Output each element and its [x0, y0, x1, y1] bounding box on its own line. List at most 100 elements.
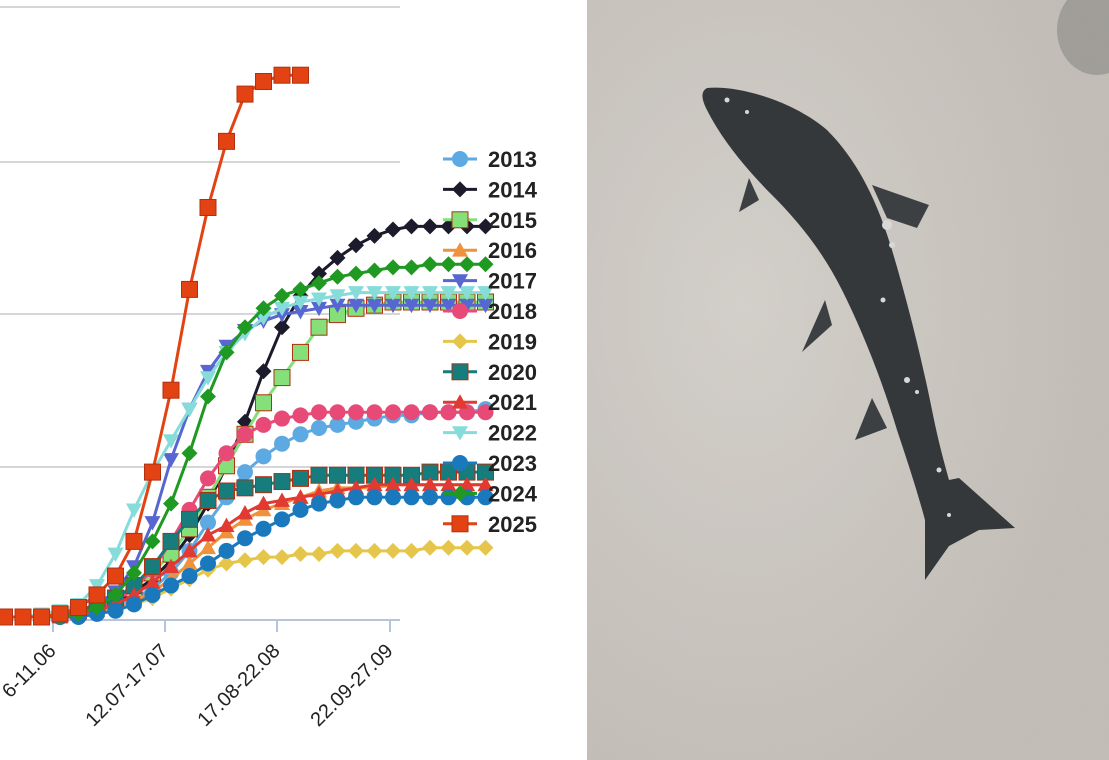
data-point [348, 298, 364, 314]
data-point [366, 489, 383, 506]
pelvic-fin [802, 300, 832, 352]
anal-fin [855, 398, 887, 440]
data-point [292, 469, 309, 487]
fish-spot [724, 97, 730, 103]
legend-label: 2015 [488, 208, 537, 233]
legend-marker [451, 363, 469, 381]
data-point [200, 470, 216, 487]
data-point [440, 539, 457, 556]
data-point [144, 463, 161, 481]
legend[interactable]: 2013 2014 2015 2016 2017 2018 2019 2020 2021 2022… [443, 147, 538, 537]
data-point [292, 546, 309, 562]
legend-label: 2023 [488, 451, 537, 476]
data-point [385, 286, 401, 301]
legend-label: 2018 [488, 299, 537, 324]
data-point [125, 532, 143, 550]
data-point [237, 505, 253, 520]
data-point [199, 199, 217, 216]
series-line [0, 300, 486, 619]
data-point [348, 237, 364, 254]
data-point [237, 530, 253, 547]
data-point [311, 495, 327, 512]
data-point [273, 473, 291, 491]
legend-marker [451, 211, 469, 229]
legend-item-2016[interactable]: 2016 [443, 238, 537, 263]
x-axis-ticks: 6-11.06 12.07-17.07 17.08-22.08 22.09-27.09 [0, 620, 398, 731]
fish-spot [745, 110, 749, 114]
data-point [292, 426, 309, 443]
data-point [422, 286, 438, 301]
data-point [107, 602, 124, 619]
legend-item-2018[interactable]: 2018 [443, 299, 537, 324]
data-point [218, 445, 235, 462]
data-point [274, 410, 290, 427]
data-point [126, 564, 142, 581]
legend-item-2014[interactable]: 2014 [443, 177, 538, 202]
legend-item-2019[interactable]: 2019 [443, 329, 537, 354]
data-point [403, 476, 420, 492]
data-point [163, 453, 179, 468]
data-point [33, 608, 50, 626]
data-point [311, 265, 327, 282]
legend-item-2023[interactable]: 2023 [443, 451, 537, 476]
legend-item-2013[interactable]: 2013 [443, 147, 537, 172]
legend-item-2021[interactable]: 2021 [443, 390, 537, 415]
legend-item-2017[interactable]: 2017 [443, 269, 537, 294]
data-point [477, 286, 494, 301]
data-point [292, 66, 309, 84]
legend-item-2015[interactable]: 2015 [443, 208, 537, 233]
legend-marker [452, 394, 468, 409]
data-point [274, 511, 290, 528]
data-point [237, 426, 253, 443]
legend-marker [452, 333, 468, 350]
data-point [255, 520, 272, 537]
data-point [107, 567, 124, 585]
data-point [311, 301, 327, 317]
data-point [329, 298, 346, 314]
legend-item-2020[interactable]: 2020 [443, 360, 537, 385]
fish-spot [882, 220, 892, 230]
data-point [14, 608, 32, 626]
fish-spot [880, 297, 886, 303]
data-point [274, 319, 290, 336]
data-point [422, 256, 438, 273]
data-point [274, 301, 290, 317]
legend-item-2025[interactable]: 2025 [443, 512, 537, 537]
data-point [200, 388, 216, 405]
legend-label: 2025 [488, 512, 537, 537]
legend-item-2024[interactable]: 2024 [443, 481, 538, 506]
data-point [274, 492, 290, 507]
legend-item-2022[interactable]: 2022 [443, 421, 537, 446]
data-point [237, 552, 253, 569]
legend-label: 2013 [488, 147, 537, 172]
data-point [422, 218, 438, 235]
x-tick-label: 17.08-22.08 [193, 640, 284, 731]
data-point [422, 476, 438, 492]
water-texture [587, 0, 1109, 760]
data-point [200, 514, 216, 531]
data-point [329, 249, 346, 266]
series-2025 [0, 66, 309, 626]
data-point [255, 448, 272, 465]
data-point [292, 343, 309, 361]
data-point [199, 491, 217, 509]
data-point [144, 574, 161, 589]
data-point [440, 476, 457, 492]
data-point [181, 402, 198, 418]
series-line [0, 495, 486, 619]
legend-label: 2014 [488, 177, 538, 202]
data-point [385, 221, 401, 238]
data-point [255, 476, 272, 494]
data-point [107, 547, 124, 562]
data-point [181, 555, 198, 570]
data-point [422, 539, 438, 556]
data-point [459, 256, 475, 273]
legend-marker [452, 181, 468, 198]
data-point [329, 466, 346, 484]
series-line [0, 291, 486, 619]
series-2018 [0, 404, 494, 625]
legend-label: 2021 [488, 390, 537, 415]
data-point [366, 476, 383, 492]
data-point [292, 281, 309, 298]
data-point [459, 298, 475, 314]
